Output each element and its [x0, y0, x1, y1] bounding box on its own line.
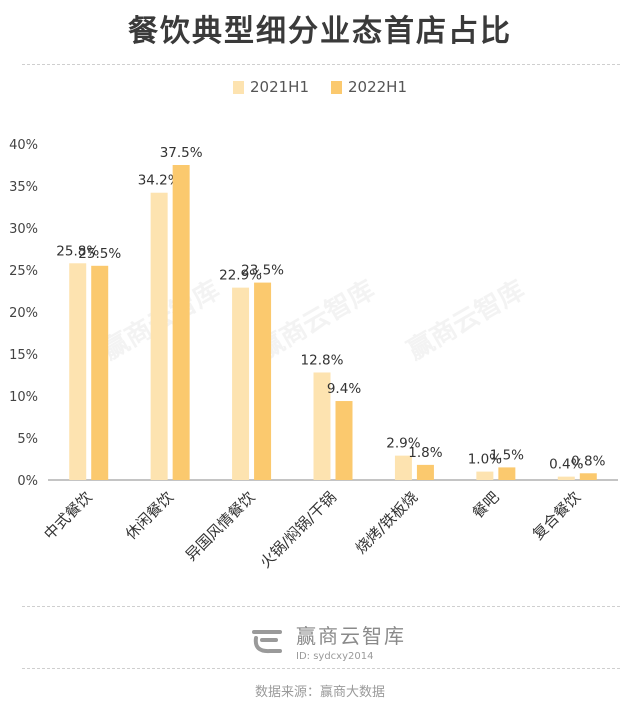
- legend-swatch-2021h1: [233, 80, 244, 94]
- data-label: 12.8%: [301, 352, 344, 368]
- y-tick-label: 10%: [9, 390, 38, 405]
- footer-brand: 赢商云智库: [296, 624, 406, 648]
- top-divider: [22, 64, 620, 65]
- bar: [69, 263, 87, 480]
- y-tick-label: 0%: [17, 474, 38, 489]
- bar: [313, 372, 331, 480]
- legend-item-2021h1: 2021H1: [233, 78, 309, 96]
- footer-logo: 赢商云智库 ID: sydcxy2014: [250, 620, 406, 662]
- legend: 2021H1 2022H1: [0, 78, 640, 96]
- bar: [416, 464, 434, 480]
- bar: [150, 192, 168, 480]
- bar: [335, 401, 353, 480]
- category-label: 餐吧: [469, 488, 503, 522]
- bar: [498, 467, 516, 480]
- bar-chart: 0% 5% 10% 15% 20% 25% 30% 35% 40% 25.8%25.5% 中式餐饮 3…: [9, 138, 618, 572]
- data-label: 2.9%: [386, 436, 420, 452]
- bar: [232, 287, 250, 480]
- legend-item-2022h1: 2022H1: [331, 78, 407, 96]
- y-tick-label: 35%: [9, 180, 38, 195]
- data-source: 数据来源：赢商大数据: [254, 685, 385, 700]
- y-tick-label: 30%: [9, 222, 38, 237]
- category-label: 异国风情餐饮: [182, 488, 258, 564]
- bar: [579, 473, 597, 480]
- legend-label-2022h1: 2022H1: [348, 78, 407, 96]
- bar: [476, 471, 494, 480]
- data-label: 1.5%: [490, 447, 524, 463]
- bar: [91, 265, 109, 480]
- data-label: 22.9%: [219, 268, 262, 284]
- data-label: 1.0%: [468, 452, 502, 468]
- category-label: 火锅/焖锅/干锅: [256, 488, 340, 572]
- bar: [254, 282, 272, 480]
- y-tick-label: 20%: [9, 306, 38, 321]
- y-tick-label: 25%: [9, 264, 38, 279]
- y-tick-label: 40%: [9, 138, 38, 153]
- y-tick-label: 15%: [9, 348, 38, 363]
- data-label: 0.4%: [549, 457, 583, 473]
- legend-label-2021h1: 2021H1: [250, 78, 309, 96]
- data-label: 0.8%: [571, 453, 605, 469]
- footer-divider: [22, 668, 620, 669]
- y-tick-label: 5%: [17, 432, 38, 447]
- data-label: 1.8%: [408, 445, 442, 461]
- bar: [394, 455, 412, 480]
- category-label: 中式餐饮: [40, 488, 95, 543]
- chart-title: 餐饮典型细分业态首店占比: [128, 14, 512, 49]
- brand-logo-icon: [252, 630, 282, 654]
- bar: [557, 476, 575, 480]
- category-label: 休闲餐饮: [122, 488, 177, 543]
- footer-id: ID: sydcxy2014: [296, 651, 374, 662]
- data-label: 23.5%: [241, 263, 284, 279]
- category-label: 复合餐饮: [529, 488, 584, 543]
- bar: [172, 165, 190, 480]
- bottom-divider: [22, 606, 620, 607]
- data-label: 34.2%: [138, 173, 181, 189]
- category-label: 烧烤/铁板烧: [352, 488, 421, 557]
- data-label: 25.8%: [56, 243, 99, 259]
- data-label: 37.5%: [160, 145, 203, 161]
- legend-swatch-2022h1: [331, 80, 342, 94]
- data-label: 25.5%: [78, 246, 121, 262]
- data-label: 9.4%: [327, 381, 361, 397]
